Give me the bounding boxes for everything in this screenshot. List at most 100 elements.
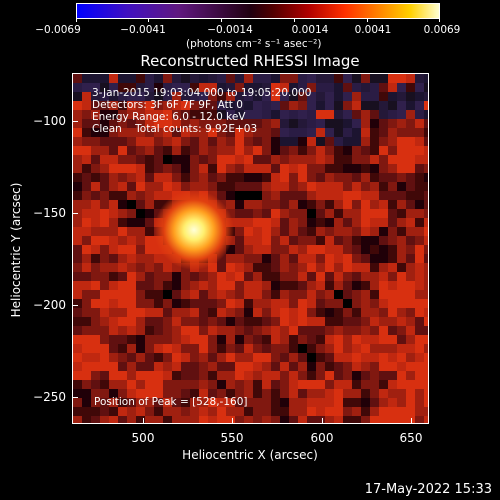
image-pixel [262, 281, 271, 290]
image-pixel [226, 254, 235, 263]
image-pixel [208, 164, 217, 173]
image-pixel [100, 110, 109, 119]
image-pixel [226, 74, 235, 83]
image-pixel [109, 92, 118, 101]
image-pixel [127, 146, 136, 155]
image-pixel [127, 218, 136, 227]
image-pixel [163, 335, 172, 344]
image-pixel [172, 326, 181, 335]
image-pixel [226, 119, 235, 128]
image-pixel [307, 290, 316, 299]
image-pixel [217, 317, 226, 326]
image-pixel [208, 101, 217, 110]
image-pixel [298, 326, 307, 335]
image-pixel [334, 92, 343, 101]
image-pixel [361, 227, 370, 236]
image-pixel [73, 254, 82, 263]
image-pixel [352, 326, 361, 335]
image-pixel [100, 74, 109, 83]
image-pixel [289, 236, 298, 245]
image-pixel [136, 263, 145, 272]
image-pixel [343, 101, 352, 110]
image-pixel [343, 218, 352, 227]
image-pixel [136, 137, 145, 146]
image-pixel [415, 263, 424, 272]
colorbar-tick-label: −0.0069 [35, 24, 81, 36]
image-pixel [415, 290, 424, 299]
image-pixel [181, 281, 190, 290]
image-pixel [298, 227, 307, 236]
image-pixel [334, 119, 343, 128]
image-pixel [361, 110, 370, 119]
image-pixel [271, 101, 280, 110]
image-pixel [244, 227, 253, 236]
image-pixel [217, 308, 226, 317]
image-pixel [280, 308, 289, 317]
image-pixel [145, 281, 154, 290]
y-tickmark [72, 213, 78, 214]
info-detectors: Detectors: 3F 6F 7F 9F, Att 0 [92, 99, 243, 111]
image-pixel [109, 182, 118, 191]
image-pixel [253, 407, 262, 416]
image-pixel [352, 308, 361, 317]
image-pixel [343, 380, 352, 389]
image-pixel [262, 182, 271, 191]
image-pixel [388, 344, 397, 353]
image-pixel [343, 119, 352, 128]
image-pixel [415, 146, 424, 155]
image-pixel [109, 209, 118, 218]
image-pixel [406, 308, 415, 317]
colorbar-tickmark [294, 18, 295, 22]
image-pixel [325, 227, 334, 236]
image-pixel [190, 407, 199, 416]
image-pixel [289, 326, 298, 335]
image-pixel [136, 236, 145, 245]
image-pixel [244, 353, 253, 362]
image-pixel [298, 416, 307, 423]
image-pixel [361, 362, 370, 371]
image-pixel [280, 389, 289, 398]
image-pixel [91, 353, 100, 362]
image-pixel [271, 83, 280, 92]
image-pixel [190, 335, 199, 344]
image-pixel [361, 344, 370, 353]
image-pixel [172, 128, 181, 137]
image-pixel [217, 389, 226, 398]
image-pixel [352, 389, 361, 398]
image-pixel [316, 137, 325, 146]
image-pixel [271, 263, 280, 272]
image-pixel [244, 416, 253, 423]
image-pixel [280, 236, 289, 245]
image-pixel [172, 389, 181, 398]
image-pixel [262, 272, 271, 281]
image-pixel [154, 398, 163, 407]
image-pixel [199, 101, 208, 110]
image-pixel [91, 263, 100, 272]
image-pixel [91, 164, 100, 173]
image-pixel [91, 272, 100, 281]
image-pixel [145, 209, 154, 218]
image-pixel [91, 110, 100, 119]
image-pixel [325, 416, 334, 423]
image-pixel [163, 137, 172, 146]
image-pixel [352, 398, 361, 407]
image-pixel [154, 245, 163, 254]
image-pixel [406, 245, 415, 254]
image-pixel [397, 308, 406, 317]
image-pixel [235, 254, 244, 263]
image-pixel [316, 371, 325, 380]
image-pixel [388, 272, 397, 281]
image-pixel [253, 200, 262, 209]
image-pixel [271, 128, 280, 137]
image-pixel [109, 200, 118, 209]
image-pixel [406, 371, 415, 380]
image-pixel [415, 137, 424, 146]
image-pixel [262, 308, 271, 317]
image-pixel [343, 254, 352, 263]
image-pixel [415, 353, 424, 362]
image-pixel [424, 326, 428, 335]
image-pixel [253, 101, 262, 110]
image-pixel [370, 380, 379, 389]
image-pixel [406, 137, 415, 146]
image-pixel [253, 389, 262, 398]
